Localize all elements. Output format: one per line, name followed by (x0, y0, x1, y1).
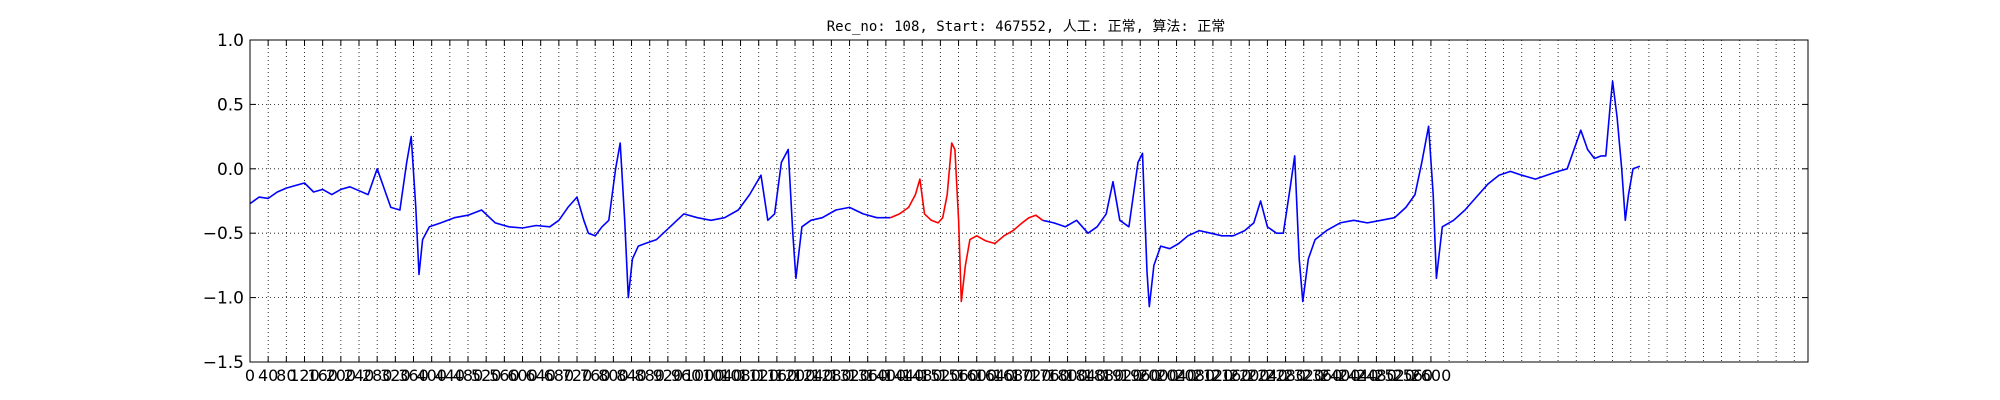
x-tick-label: 320 (380, 366, 411, 385)
x-tick-label: 920 (653, 366, 684, 385)
x-tick-label: 1440 (884, 366, 925, 385)
x-tick-label: 480 (453, 366, 484, 385)
x-tick-label: 640 (525, 366, 556, 385)
y-tick-label: 1.0 (217, 31, 244, 51)
x-tick-label: 760 (580, 366, 611, 385)
x-tick-label: 800 (598, 366, 629, 385)
x-tick-label: 2000 (1138, 366, 1179, 385)
x-tick-label: 1640 (975, 366, 1016, 385)
x-tick-label: 520 (471, 366, 502, 385)
x-tick-label: 1360 (847, 366, 888, 385)
x-tick-label: 160 (307, 366, 338, 385)
y-tick-label: 0.0 (217, 160, 244, 180)
x-tick-label: 1400 (866, 366, 907, 385)
x-tick-label: 1800 (1047, 366, 1088, 385)
y-tick-label: −0.5 (203, 224, 244, 244)
y-tick-label: 0.5 (217, 95, 244, 115)
y-tick-label: −1.5 (203, 353, 244, 373)
x-tick-label: 1520 (920, 366, 961, 385)
x-tick-label: 560 (489, 366, 520, 385)
x-tick-label: 80 (276, 366, 296, 385)
x-tick-label: 1280 (811, 366, 852, 385)
x-tick-label: 1760 (1029, 366, 1070, 385)
series-line-3 (1042, 80, 1641, 308)
series-line-1 (249, 135, 891, 299)
x-tick-label: 1480 (902, 366, 943, 385)
x-tick-label: 1040 (702, 366, 743, 385)
x-tick-label: 240 (344, 366, 375, 385)
x-tick-label: 200 (326, 366, 357, 385)
series-layer (249, 80, 1641, 308)
x-tick-label: 360 (398, 366, 429, 385)
x-tick-label: 0 (245, 366, 255, 385)
x-tick-label: 280 (362, 366, 393, 385)
x-tick-label: 880 (634, 366, 665, 385)
x-tick-label: 2440 (1338, 366, 1379, 385)
x-tick-label: 1200 (775, 366, 816, 385)
x-tick-label: 2280 (1265, 366, 1306, 385)
y-tick-label: −1.0 (203, 289, 244, 309)
x-tick-label: 2480 (1356, 366, 1397, 385)
chart-title: Rec_no: 108, Start: 467552, 人工: 正常, 算法: … (827, 19, 1226, 35)
x-tick-label: 1920 (1102, 366, 1143, 385)
x-tick-label: 2200 (1229, 366, 1270, 385)
plot-frame (249, 39, 1809, 363)
x-tick-label: 1880 (1084, 366, 1125, 385)
x-tick-label: 2240 (1247, 366, 1288, 385)
x-tick-label: 400 (416, 366, 447, 385)
x-tick-label: 720 (562, 366, 593, 385)
grid (250, 40, 1808, 362)
x-tick-label: 2080 (1174, 366, 1215, 385)
x-tick-label: 1120 (738, 366, 779, 385)
x-tick-label: 40 (258, 366, 278, 385)
x-tick-label: 2120 (1193, 366, 1234, 385)
x-tick-label: 1720 (1011, 366, 1052, 385)
x-tick-label: 2520 (1374, 366, 1415, 385)
x-tick-label: 2400 (1320, 366, 1361, 385)
x-tick-label: 960 (671, 366, 702, 385)
x-tick-label: 1840 (1065, 366, 1106, 385)
x-tick-label: 840 (616, 366, 647, 385)
x-tick-label: 1240 (793, 366, 834, 385)
x-axis: 0 408012016020024028032036040044048052056… (245, 40, 1451, 385)
x-tick-label: 600 (507, 366, 538, 385)
x-tick-label: 1160 (757, 366, 798, 385)
x-tick-label: 2360 (1302, 366, 1343, 385)
x-tick-label: 1560 (938, 366, 979, 385)
x-tick-label: 1000 (684, 366, 725, 385)
x-tick-label: 2040 (1156, 366, 1197, 385)
x-tick-label: 1600 (956, 366, 997, 385)
x-tick-label: 1960 (1120, 366, 1161, 385)
x-tick-label: 1080 (720, 366, 761, 385)
y-axis: 1.0 0.5 0.0 −0.5 −1.0 −1.5 (203, 31, 1808, 373)
x-tick-label: 2560 (1392, 366, 1433, 385)
series-line-2 (890, 142, 1044, 303)
x-tick-label: 2600 (1411, 366, 1452, 385)
x-tick-label: 120 (289, 366, 320, 385)
x-tick-label: 2160 (1211, 366, 1252, 385)
x-tick-label: 2320 (1283, 366, 1324, 385)
x-tick-label: 680 (544, 366, 575, 385)
x-tick-label: 1680 (993, 366, 1034, 385)
x-tick-label: 1320 (829, 366, 870, 385)
x-tick-label: 440 (435, 366, 466, 385)
